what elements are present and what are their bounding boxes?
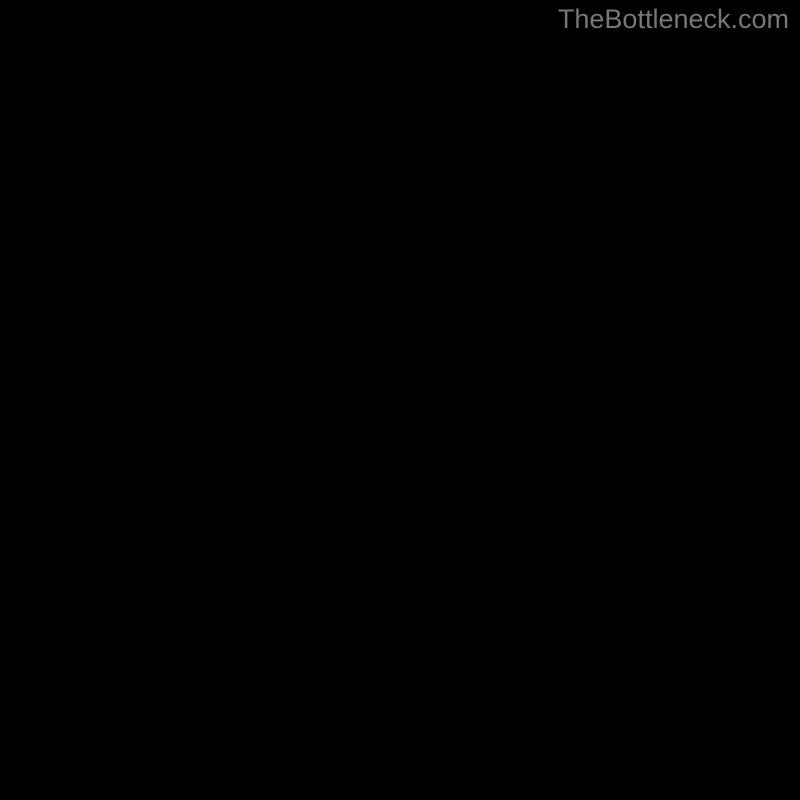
watermark-text: TheBottleneck.com [558, 4, 789, 35]
chart-outer-frame [0, 0, 800, 800]
